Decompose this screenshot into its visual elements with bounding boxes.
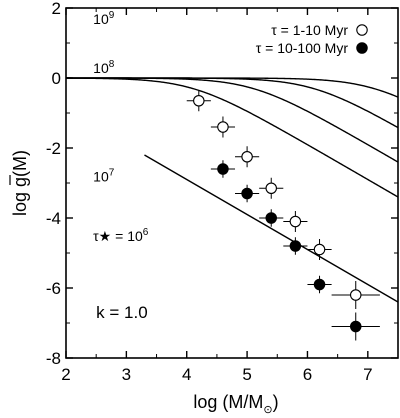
curve-label-3: τ★ = 106 <box>93 227 149 244</box>
legend-label-0: τ = 1-10 Myr <box>271 22 348 38</box>
filled-point-0 <box>217 163 229 175</box>
legend-marker-0 <box>356 24 368 36</box>
x-tick-label-3: 5 <box>242 365 251 384</box>
open-point-3 <box>265 182 277 195</box>
y-tick-label-5: -8 <box>46 349 61 368</box>
y-tick-label-3: -4 <box>46 209 61 228</box>
labels: 109 108 107 τ★ = 106 2 3 4 5 6 7 2 0 -2 -4 -6 -8 log (M/… <box>9 0 373 416</box>
y-tick-label-2: -2 <box>46 139 61 158</box>
x-axis-title: log (M/M⊙) <box>193 392 278 416</box>
curve-label-exp-0: 9 <box>109 10 115 21</box>
x-tick-label-5: 7 <box>363 365 372 384</box>
curve-label-exp-1: 8 <box>109 59 115 70</box>
model-curve-1 <box>66 77 398 129</box>
asymptote-line <box>144 154 398 303</box>
curve-label-1: 108 <box>93 59 115 76</box>
y-tick-label-1: 0 <box>52 69 61 88</box>
curve-label-2: 107 <box>93 167 115 184</box>
x-tick-label-2: 4 <box>182 365 191 384</box>
model-curves <box>66 77 398 303</box>
curve-label-exp-2: 7 <box>109 167 115 178</box>
open-point-4 <box>289 215 302 228</box>
model-curve-2 <box>66 77 398 163</box>
open-point-0 <box>193 95 205 107</box>
y-tick-label-4: -6 <box>46 279 61 298</box>
annotation-k: k = 1.0 <box>96 303 148 322</box>
legend-marker-1 <box>356 42 368 54</box>
x-axis-title-sub: ⊙ <box>263 404 272 416</box>
filled-point-3 <box>289 240 302 252</box>
open-point-6 <box>349 289 362 301</box>
x-tick-label-4: 6 <box>303 365 312 384</box>
filled-point-2 <box>265 212 277 224</box>
y-tick-label-0: 2 <box>52 0 61 18</box>
curve-label-exp-3: 6 <box>143 227 149 238</box>
open-point-2 <box>241 151 253 163</box>
model-curve-0 <box>66 77 398 98</box>
axis-ticks <box>65 7 398 359</box>
filled-point-5 <box>349 320 362 333</box>
filled-point-1 <box>241 187 253 200</box>
data-points <box>186 90 380 341</box>
x-tick-label-0: 2 <box>61 365 70 384</box>
curve-label-0: 109 <box>93 10 115 27</box>
y-axis-title: log g(M) <box>10 150 30 216</box>
open-point-5 <box>313 243 326 256</box>
legend-label-1: τ = 10-100 Myr <box>256 40 349 56</box>
x-tick-label-1: 3 <box>122 365 131 384</box>
x-axis-title-close: ) <box>273 392 279 412</box>
filled-point-4 <box>313 278 326 291</box>
open-point-1 <box>217 121 229 133</box>
model-curve-3 <box>66 77 398 198</box>
